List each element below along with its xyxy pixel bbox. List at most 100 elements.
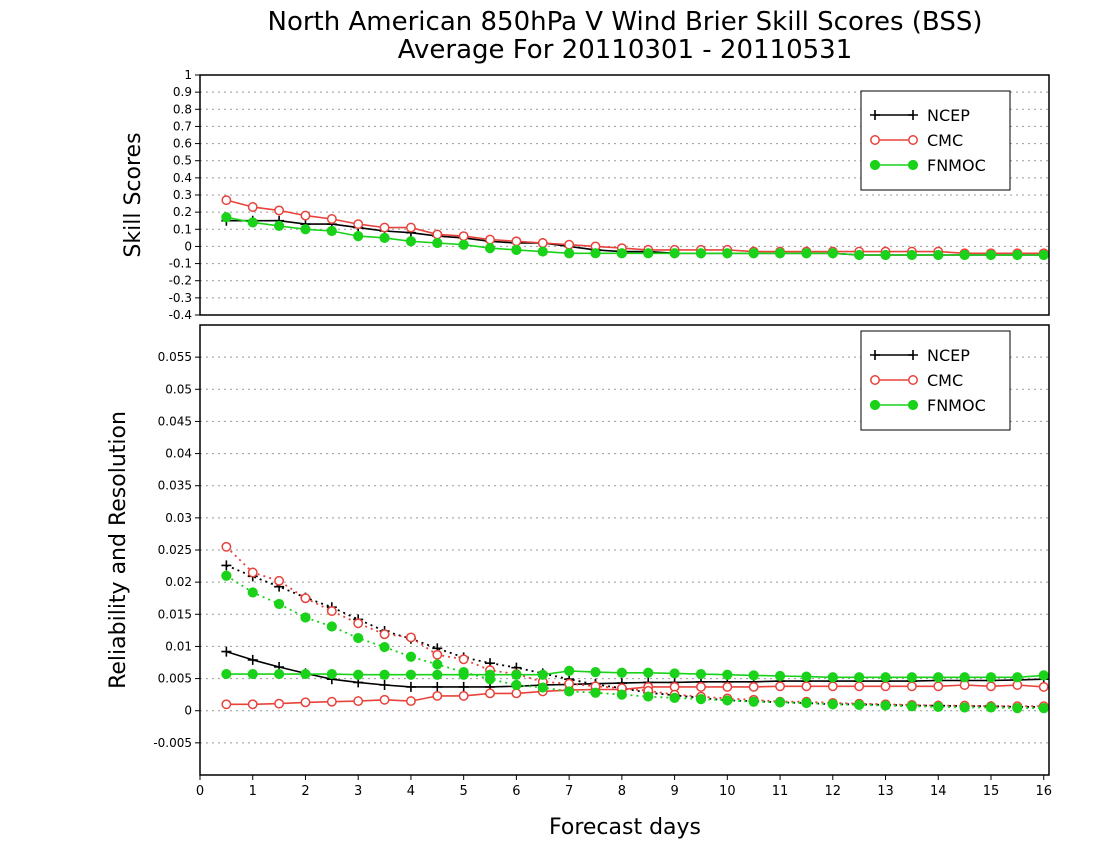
data-point [722,695,733,706]
data-point [326,696,337,707]
reliability-resolution-panel: -0.005 0 0.005 0.01 0.015 0.02 0.025 0.03 0.035 0… [106,324,1050,776]
data-point [379,222,390,233]
data-point [564,665,575,676]
legend-item-cmc: CMC [870,131,963,150]
legend-marker [908,350,918,360]
series-cmc-dotted [221,541,1049,712]
series-ncep-dotted [221,560,1049,712]
data-point [379,680,390,690]
data-point [643,248,654,259]
legend: NCEP CMC FNMOC [860,90,1011,191]
legend-marker [870,350,880,360]
data-point [564,239,575,250]
data-point [274,205,285,216]
data-point [221,646,232,657]
y-tick-label: 0.9 [173,85,192,99]
data-point [353,696,364,707]
data-point [774,670,786,682]
data-point [247,699,258,710]
plot-frame [199,324,1050,776]
data-point [854,681,865,692]
y-tick-label: 0.045 [158,414,192,428]
series-fnmoc-solid [221,665,1049,683]
data-point [353,669,364,680]
y-tick-label: -0.4 [169,308,192,322]
y-tick-label: 0.025 [158,543,192,557]
data-point [643,667,654,678]
y-tick-label: 0.01 [165,639,192,653]
data-point [432,690,443,701]
data-point [880,700,891,711]
data-point [695,694,707,705]
data-point [774,248,786,259]
data-point [774,697,786,708]
legend-marker [908,110,918,120]
data-point [511,688,522,699]
y-tick-label: 1 [184,68,192,82]
y-axis: -0.005 0 0.005 0.01 0.015 0.02 0.025 0.03 0.035 0… [153,350,200,750]
data-point [300,224,311,235]
chart-title-line2: Average For 20110301 - 20110531 [398,35,853,65]
data-point [1012,249,1023,261]
data-point [854,249,865,261]
data-point [695,668,707,680]
x-tick-label: 15 [983,784,1000,799]
data-point [353,231,364,242]
y-tick-label: 0.1 [173,222,192,236]
y-tick-label: -0.005 [153,736,192,750]
data-point [1038,670,1049,681]
data-point [537,238,548,248]
data-point [432,229,443,240]
data-point [458,667,469,678]
legend-marker [908,375,918,385]
data-point [854,699,865,711]
data-point [854,672,865,683]
y-tick-label: 0.005 [158,672,192,686]
data-point [247,654,258,665]
data-point [458,654,469,665]
data-point [590,687,601,698]
y-tick-label: -0.1 [169,257,192,271]
data-point [353,618,364,629]
data-point [221,668,232,680]
data-point [537,246,548,257]
legend-label: FNMOC [927,156,986,175]
legend-marker [870,135,880,145]
legend-label: NCEP [927,346,970,365]
data-point [933,249,944,261]
data-point [537,669,548,680]
data-point [801,681,812,692]
data-point [722,669,733,680]
data-point [458,681,469,692]
data-point [775,681,786,692]
data-point [221,560,232,571]
data-point [564,248,575,259]
data-point [643,691,654,702]
data-point [827,248,838,259]
data-point [405,669,417,680]
data-point [933,681,944,692]
legend-marker [907,399,919,411]
y-tick-label: 0.3 [173,188,192,202]
data-point [959,702,970,713]
legend-item-ncep: NCEP [870,346,970,365]
data-point [801,671,812,682]
data-point [326,606,337,617]
data-point [273,598,285,610]
data-point [906,249,917,261]
chart-title-line1: North American 850hPa V Wind Brier Skill… [268,7,983,37]
data-point [300,593,311,604]
data-point [273,668,285,680]
y-tick-label: 0.02 [165,575,192,589]
y-tick-label: 0.04 [165,447,192,461]
data-point [827,672,838,683]
data-point [537,682,548,693]
x-tick-label: 1 [249,784,257,799]
legend-item-fnmoc: FNMOC [869,156,986,175]
skill-score-panel: -0.4 -0.3 -0.2 -0.1 0 0.1 0.2 0.3 0.4 0.5 0.6 0.7 0.… [121,68,1050,322]
data-point [748,681,759,692]
data-point [405,632,416,643]
data-point [432,681,443,692]
data-point [933,701,944,712]
